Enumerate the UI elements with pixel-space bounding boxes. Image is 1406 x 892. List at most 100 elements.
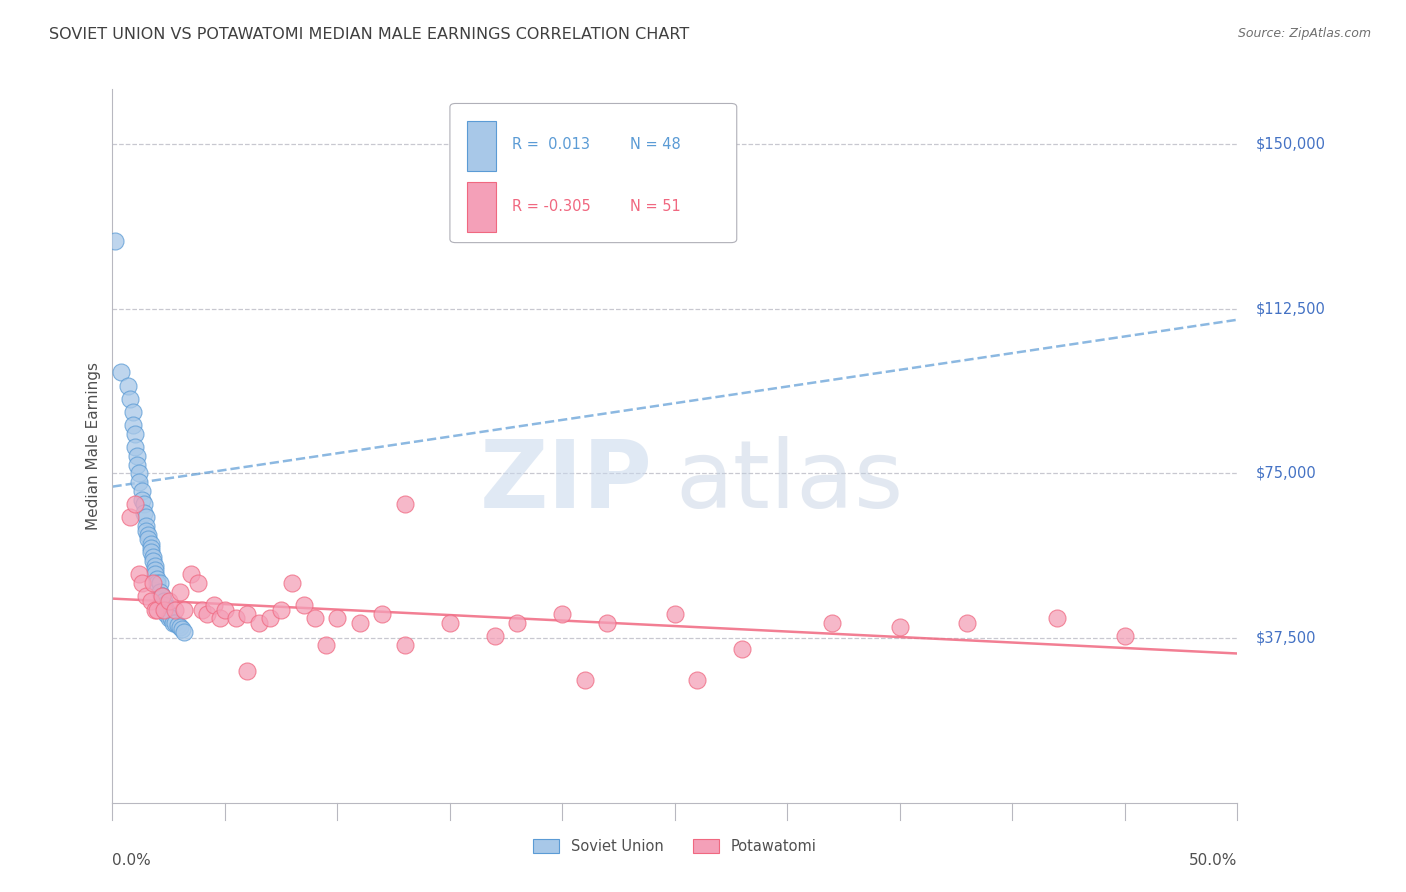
Point [104,234,127,248]
Point [394,497,416,511]
Point [121,405,143,419]
Point [149,576,172,591]
Text: ZIP: ZIP [479,435,652,528]
Point [326,611,349,625]
Text: SOVIET UNION VS POTAWATOMI MEDIAN MALE EARNINGS CORRELATION CHART: SOVIET UNION VS POTAWATOMI MEDIAN MALE E… [49,27,689,42]
Point [315,638,337,652]
Point [225,611,247,625]
FancyBboxPatch shape [467,182,496,232]
Point [157,611,180,625]
Point [124,497,146,511]
Text: $150,000: $150,000 [1256,136,1326,152]
Point [209,611,232,625]
Text: R =  0.013: R = 0.013 [512,136,589,152]
Text: $37,500: $37,500 [1256,631,1316,646]
Point [165,615,187,630]
Point [173,602,195,616]
Point [160,611,183,625]
Point [664,607,686,621]
Point [124,426,146,441]
Point [128,567,150,582]
Point [484,629,506,643]
Point [191,602,214,616]
Point [236,607,259,621]
Text: Source: ZipAtlas.com: Source: ZipAtlas.com [1237,27,1371,40]
Point [150,590,173,604]
Point [304,611,326,625]
Text: N = 51: N = 51 [630,200,681,214]
Point [173,624,195,639]
Point [132,497,155,511]
Text: 0.0%: 0.0% [112,853,152,868]
Point [155,607,177,621]
Point [131,492,153,507]
Point [139,541,162,555]
Point [142,554,165,568]
Point [150,590,173,604]
Point [172,623,194,637]
Text: 50.0%: 50.0% [1189,853,1237,868]
Point [128,467,150,481]
Point [596,615,619,630]
Point [162,615,184,630]
Point [214,602,236,616]
Point [821,615,844,630]
Point [153,602,176,616]
Point [138,533,160,547]
Point [143,563,166,577]
Y-axis label: Median Male Earnings: Median Male Earnings [86,362,101,530]
Point [506,615,529,630]
Point [281,576,304,591]
Point [138,528,160,542]
Point [153,594,176,608]
Point [169,585,191,599]
Point [394,638,416,652]
Point [146,602,169,616]
Point [131,576,153,591]
Text: R = -0.305: R = -0.305 [512,200,591,214]
Point [146,576,169,591]
Point [247,615,270,630]
Point [143,558,166,573]
Point [236,664,259,678]
Point [139,545,162,559]
Point [110,366,132,380]
Point [371,607,394,621]
Point [686,673,709,687]
Point [1046,611,1069,625]
Text: N = 48: N = 48 [630,136,681,152]
Point [127,449,149,463]
Point [551,607,574,621]
Point [166,618,188,632]
Point [135,524,157,538]
Point [117,378,139,392]
Text: $75,000: $75,000 [1256,466,1316,481]
Point [120,392,142,406]
Point [124,440,146,454]
Text: $112,500: $112,500 [1256,301,1324,317]
Point [169,620,191,634]
Point [195,607,218,621]
Point [132,506,155,520]
Point [1114,629,1136,643]
Point [157,594,180,608]
Text: atlas: atlas [675,435,903,528]
Point [731,642,754,657]
Point [143,602,166,616]
Point [574,673,596,687]
Point [180,567,202,582]
Point [120,510,142,524]
Point [142,576,165,591]
Point [135,510,157,524]
Point [349,615,371,630]
FancyBboxPatch shape [450,103,737,243]
Point [956,615,979,630]
Point [149,585,172,599]
Point [146,572,169,586]
Point [139,594,162,608]
Point [127,458,149,472]
Point [259,611,281,625]
Point [157,607,180,621]
Point [135,519,157,533]
Point [142,549,165,564]
